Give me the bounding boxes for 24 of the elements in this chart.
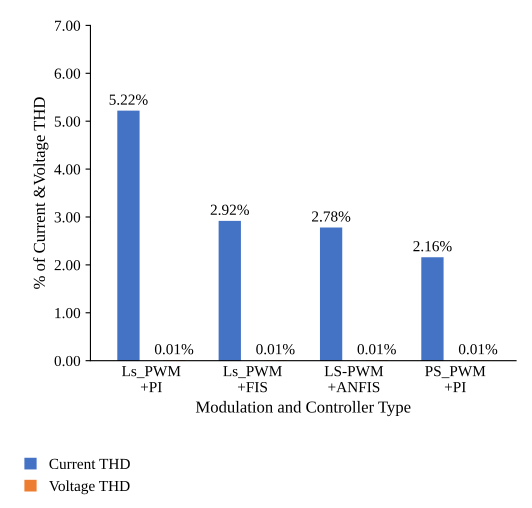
x-tick-label: PS_PWM +PI	[425, 366, 486, 392]
y-axis-title: % of Current &Voltage THD	[33, 97, 48, 289]
y-tick-label: 0.00	[54, 356, 80, 366]
y-tick-label: 2.00	[54, 260, 80, 270]
data-label: 2.78%	[312, 211, 350, 222]
y-tick-label: 1.00	[55, 308, 80, 318]
data-label: 0.01%	[256, 344, 295, 354]
x-tick-label: Ls_PWM +PI	[122, 366, 180, 392]
data-label: 2.92%	[210, 204, 249, 216]
legend-label: Voltage THD	[49, 480, 130, 494]
y-tick-label: 4.00	[54, 164, 80, 175]
data-label: 2.16%	[413, 241, 452, 252]
x-tick-label: Ls_PWM +FIS	[223, 366, 282, 392]
x-axis-title: Modulation and Controller Type	[196, 400, 410, 416]
data-label: 0.01%	[154, 344, 194, 354]
y-tick-label: 5.00	[54, 116, 80, 127]
data-label: 5.22%	[110, 94, 148, 105]
y-tick-label: 7.00	[54, 20, 80, 31]
x-tick-label: LS-PWM +ANFIS	[324, 366, 384, 392]
data-label: 0.01%	[458, 344, 498, 354]
legend-label: Current THD	[49, 458, 130, 470]
y-tick-label: 3.00	[54, 212, 80, 223]
data-label: 0.01%	[358, 344, 396, 354]
y-tick-label: 6.00	[54, 68, 80, 79]
